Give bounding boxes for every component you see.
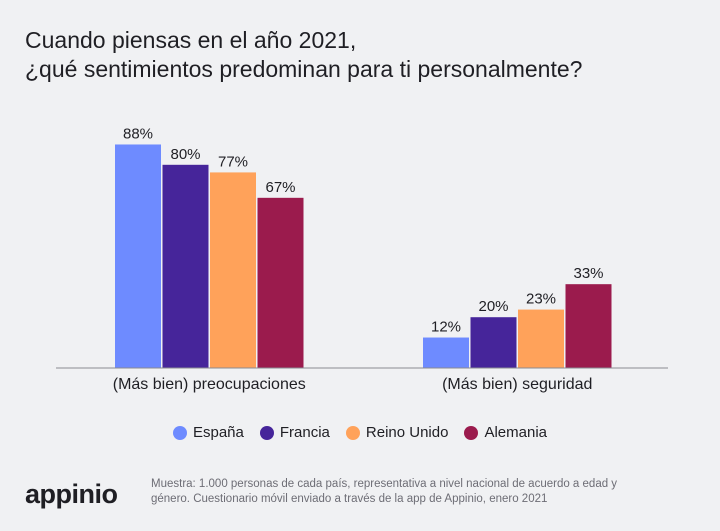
legend-item-francia: Francia [259, 424, 330, 441]
category-label-seguridad: (Más bien) seguridad [442, 376, 592, 393]
data-label-espana-seguridad: 12% [431, 319, 461, 336]
legend: España Francia Reino Unido Alemania [0, 424, 720, 441]
legend-swatch-espana [172, 425, 187, 440]
footer: appinio Muestra: 1.000 personas de cada … [25, 477, 695, 510]
legend-label-alemania: Alemania [484, 424, 547, 441]
legend-item-alemania: Alemania [464, 424, 547, 441]
sample-note-line1: Muestra: 1.000 personas de cada país, re… [151, 478, 618, 490]
bar-reino-unido-preocupaciones [210, 172, 256, 368]
chart-title-line2: ¿qué sentimientos predominan para ti per… [25, 56, 583, 82]
legend-swatch-reino-unido [345, 425, 360, 440]
legend-label-espana: España [192, 424, 244, 441]
data-label-espana-preocupaciones: 88% [123, 125, 153, 142]
data-label-alemania-seguridad: 33% [573, 265, 603, 282]
bar-reino-unido-seguridad [518, 309, 564, 368]
category-label-preocupaciones: (Más bien) preocupaciones [113, 376, 306, 393]
bar-alemania-seguridad [565, 284, 612, 368]
legend-label-francia: Francia [279, 424, 330, 441]
data-label-reino-unido-preocupaciones: 77% [218, 153, 248, 170]
bar-francia-preocupaciones [162, 164, 209, 368]
data-label-reino-unido-seguridad: 23% [526, 291, 556, 308]
data-label-alemania-preocupaciones: 67% [265, 179, 295, 196]
data-label-francia-preocupaciones: 80% [170, 146, 200, 163]
legend-item-reino-unido: Reino Unido [345, 424, 449, 441]
sample-note-line2: género. Cuestionario móvil enviado a tra… [151, 493, 548, 505]
legend-swatch-francia [259, 425, 274, 440]
legend-item-espana: España [172, 424, 244, 441]
appinio-logo: appinio [25, 479, 118, 509]
sample-note: Muestra: 1.000 personas de cada país, re… [151, 477, 617, 507]
legend-swatch-alemania [464, 425, 479, 440]
bar-espana-preocupaciones [115, 144, 161, 368]
legend-label-reino-unido: Reino Unido [365, 424, 449, 441]
chart-title-line1: Cuando piensas en el año 2021, [25, 27, 357, 53]
chart-title: Cuando piensas en el año 2021, ¿qué sent… [25, 26, 582, 84]
bar-alemania-preocupaciones [257, 197, 304, 368]
bar-espana-seguridad [423, 337, 469, 368]
data-label-francia-seguridad: 20% [478, 298, 508, 315]
bar-francia-seguridad [470, 317, 517, 368]
bar-chart: 88% 80% 77% 67% (Más bien) preocupaciones 12%… [56, 125, 668, 393]
